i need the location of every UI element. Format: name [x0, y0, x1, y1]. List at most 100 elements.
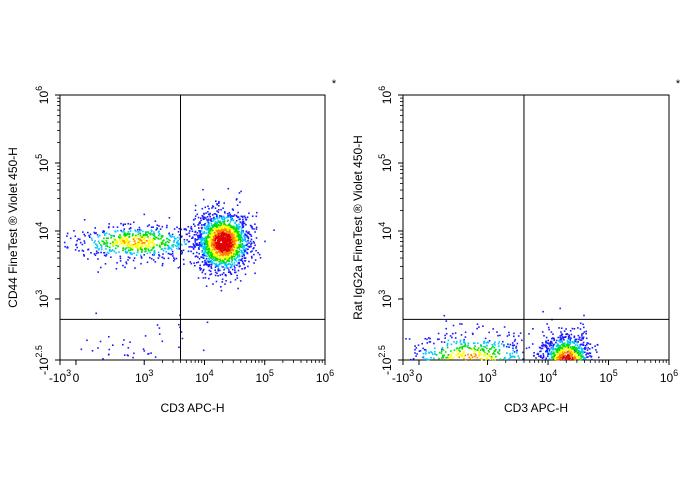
event-dot: [254, 244, 256, 247]
event-dot: [451, 357, 453, 360]
event-dot: [452, 332, 454, 335]
event-dot: [479, 349, 482, 351]
event-dot: [198, 230, 200, 232]
event-dot: [490, 355, 493, 358]
event-dot: [208, 265, 210, 268]
event-dot: [479, 352, 481, 354]
event-dot: [196, 232, 199, 234]
event-dot: [216, 210, 218, 212]
event-dot: [179, 314, 181, 317]
tick-label: 103: [377, 290, 394, 308]
event-dot: [571, 359, 573, 361]
event-dot: [239, 245, 242, 248]
event-dot: [132, 233, 134, 235]
event-dot: [199, 221, 201, 224]
event-dot: [503, 344, 505, 346]
event-dot: [221, 281, 224, 283]
event-dot: [179, 244, 181, 246]
event-dot: [559, 336, 561, 339]
event-dot: [405, 338, 407, 340]
event-dot: [202, 349, 205, 352]
event-dot: [233, 236, 236, 239]
event-dot: [170, 248, 173, 251]
event-dot: [227, 219, 229, 221]
event-dot: [118, 235, 120, 238]
event-dot: [171, 233, 174, 236]
event-dot: [122, 223, 125, 226]
event-dot: [218, 221, 221, 224]
event-dot: [147, 240, 150, 242]
event-dot: [139, 242, 141, 245]
event-dot: [509, 354, 512, 357]
event-dot: [446, 356, 449, 359]
event-dot: [236, 277, 239, 279]
event-dot: [494, 341, 496, 344]
event-dot: [224, 212, 226, 214]
tick-base: 10: [660, 371, 674, 385]
event-dot: [202, 269, 204, 272]
event-dot: [561, 353, 563, 355]
event-dot: [142, 230, 144, 233]
event-dot: [233, 234, 235, 236]
event-dot: [525, 347, 528, 350]
event-dot: [198, 234, 201, 237]
event-dot: [556, 356, 559, 359]
event-dot: [218, 227, 220, 229]
event-dot: [236, 198, 238, 200]
event-dot: [461, 353, 464, 356]
event-dot: [236, 215, 238, 218]
event-dot: [150, 352, 152, 354]
event-dot: [140, 254, 142, 257]
event-dot: [248, 246, 251, 248]
event-dot: [140, 257, 143, 259]
event-dot: [126, 233, 129, 236]
event-dot: [233, 242, 235, 244]
event-dot: [246, 235, 249, 238]
event-dot: [200, 226, 203, 229]
event-dot: [224, 244, 227, 246]
event-dot: [217, 231, 219, 234]
event-dot: [216, 247, 218, 250]
event-dot: [183, 263, 185, 265]
event-dot: [560, 341, 562, 343]
event-dot: [207, 248, 209, 251]
event-dot: [458, 352, 461, 354]
event-dot: [207, 260, 209, 262]
event-dot: [477, 355, 480, 357]
event-dot: [231, 255, 233, 257]
event-dot: [202, 246, 205, 248]
event-dot: [229, 235, 231, 238]
event-dot: [153, 234, 155, 237]
event-dot: [123, 240, 125, 242]
event-dot: [236, 230, 238, 232]
event-dot: [199, 230, 201, 232]
event-dot: [205, 217, 207, 219]
event-dot: [580, 347, 583, 349]
event-dot: [132, 247, 134, 250]
event-dot: [485, 358, 487, 361]
event-dot: [235, 260, 238, 262]
event-dot: [200, 244, 203, 247]
event-dot: [455, 354, 457, 356]
event-dot: [180, 228, 182, 231]
event-dot: [581, 351, 583, 354]
event-dot: [197, 244, 199, 246]
event-dot: [220, 222, 222, 224]
event-dot: [204, 273, 207, 275]
event-dot: [135, 234, 137, 237]
event-dot: [223, 202, 225, 204]
event-dot: [250, 255, 253, 258]
event-dot: [66, 232, 69, 235]
event-dot: [236, 247, 239, 249]
event-dot: [198, 235, 201, 238]
event-dot: [585, 332, 587, 335]
event-dot: [94, 246, 97, 249]
event-dot: [560, 352, 562, 355]
event-dot: [244, 240, 247, 243]
event-dot: [563, 344, 565, 347]
event-dot: [568, 343, 570, 346]
event-dot: [167, 245, 170, 247]
event-dot: [585, 337, 588, 340]
event-dot: [560, 333, 563, 335]
event-dot: [213, 242, 216, 245]
